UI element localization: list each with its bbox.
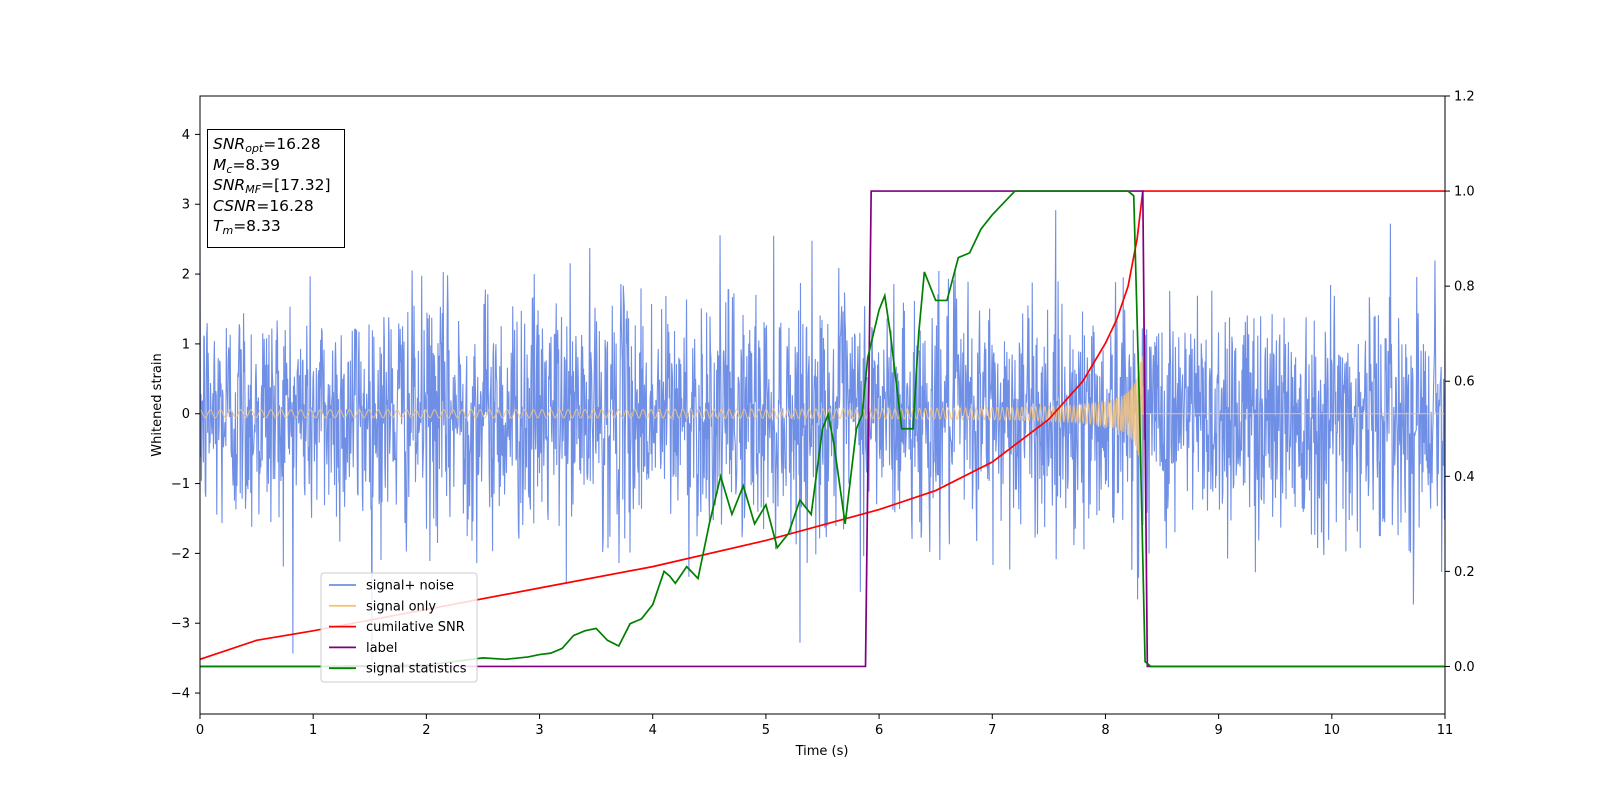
- y-tick-label: 1: [182, 337, 190, 352]
- y2-tick-label: 0.6: [1454, 375, 1475, 390]
- y-axis-label: Whitened strain: [150, 353, 165, 456]
- legend-entry: label: [366, 641, 397, 656]
- y-axis-left: −4 −3 −2 −1 0 1 2 3 4: [171, 128, 200, 702]
- x-tick-label: 10: [1324, 723, 1341, 738]
- info-line-csnr: CSNR=16.28: [213, 196, 314, 215]
- y-tick-label: 4: [182, 128, 190, 143]
- info-box: SNRopt=16.28 Mc=8.39 SNRMF=[17.32] CSNR=…: [207, 129, 345, 248]
- y2-tick-label: 1.2: [1454, 90, 1475, 105]
- y-tick-label: −3: [171, 617, 190, 632]
- y2-tick-label: 1.0: [1454, 185, 1475, 200]
- y2-tick-label: 0.4: [1454, 470, 1475, 485]
- series-signal-noise: [200, 210, 1445, 663]
- x-tick-label: 8: [1101, 723, 1109, 738]
- x-tick-label: 1: [309, 723, 317, 738]
- x-tick-label: 11: [1437, 723, 1454, 738]
- legend-box: [320, 572, 478, 683]
- x-tick-label: 0: [196, 723, 204, 738]
- legend-entry: cumilative SNR: [366, 620, 465, 635]
- y-tick-label: −4: [171, 687, 190, 702]
- legend-entry: signal+ noise: [366, 579, 454, 594]
- x-tick-label: 6: [875, 723, 883, 738]
- legend-entry: signal statistics: [366, 662, 467, 677]
- x-tick-label: 4: [649, 723, 657, 738]
- legend: signal+ noise signal only cumilative SNR la…: [320, 572, 478, 683]
- y2-tick-label: 0.2: [1454, 565, 1475, 580]
- legend-entry: signal only: [366, 599, 436, 614]
- x-axis: 0 1 2 3 4 5 6 7 8 9 10 11: [196, 714, 1453, 738]
- x-tick-label: 9: [1214, 723, 1222, 738]
- y-tick-label: 0: [182, 407, 190, 422]
- info-line-snr-opt: SNRopt=16.28: [213, 135, 321, 155]
- series-signal-only: [200, 356, 1445, 475]
- y2-tick-label: 0.8: [1454, 280, 1475, 295]
- y2-tick-label: 0.0: [1454, 660, 1475, 675]
- info-line-snr-mf: SNRMF=[17.32]: [213, 176, 331, 196]
- y-tick-label: −1: [171, 477, 190, 492]
- y-tick-label: −2: [171, 547, 190, 562]
- x-tick-label: 7: [988, 723, 996, 738]
- info-line-tm: Tm=8.33: [213, 217, 281, 237]
- plot-frame: [199, 95, 1446, 715]
- y-tick-label: 2: [182, 268, 190, 283]
- info-line-mc: Mc=8.39: [213, 155, 280, 176]
- x-tick-label: 3: [535, 723, 543, 738]
- x-tick-label: 5: [762, 723, 770, 738]
- x-axis-label: Time (s): [795, 744, 849, 759]
- x-tick-label: 2: [422, 723, 430, 738]
- y-tick-label: 3: [182, 198, 190, 213]
- series-signal-statistics: [200, 190, 1445, 668]
- y-axis-right: 0.0 0.2 0.4 0.6 0.8 1.0 1.2: [1445, 90, 1475, 675]
